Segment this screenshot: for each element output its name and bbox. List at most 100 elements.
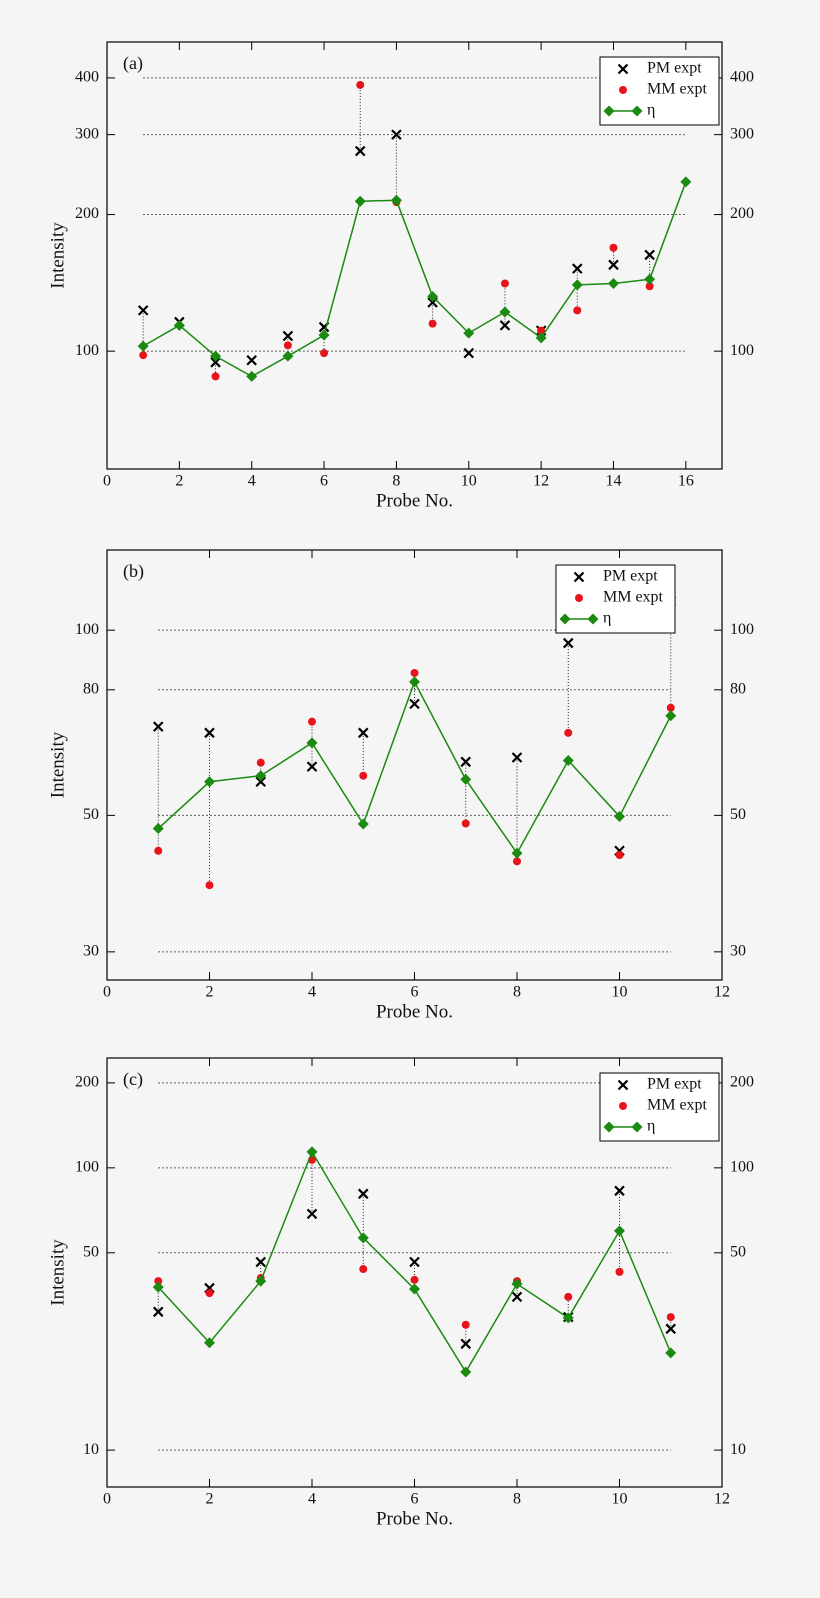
eta-marker — [152, 823, 164, 835]
x-tick-label: 2 — [206, 984, 214, 1001]
eta-marker — [210, 350, 222, 362]
legend-label: PM expt — [647, 1076, 702, 1093]
y-tick-label: 200 — [75, 205, 99, 222]
y-axis-label: Intensity — [47, 222, 68, 289]
mm-marker — [308, 717, 316, 726]
x-tick-label: 14 — [605, 473, 621, 490]
eta-marker — [246, 370, 258, 382]
eta-marker — [571, 279, 583, 291]
eta-marker — [204, 776, 215, 788]
eta-marker — [409, 676, 420, 688]
legend-label: η — [647, 1118, 655, 1135]
pm-marker — [137, 305, 149, 316]
pm-marker — [562, 637, 574, 649]
x-tick-label: 8 — [392, 473, 400, 490]
x-tick-label: 2 — [206, 1491, 214, 1508]
mm-marker — [320, 349, 329, 358]
series-line — [142, 181, 687, 378]
pm-marker — [409, 1256, 420, 1268]
x-tick-label: 10 — [612, 1491, 628, 1508]
eta-marker — [511, 847, 523, 859]
mm-marker — [356, 80, 365, 89]
mm-marker — [666, 703, 675, 712]
legend-marker — [603, 105, 615, 117]
pm-marker — [306, 761, 318, 772]
x-tick-label: 4 — [308, 984, 316, 1001]
mm-marker — [283, 341, 292, 350]
y-tick-label-right: 300 — [730, 125, 754, 142]
pm-marker — [391, 129, 402, 140]
x-tick-label: 10 — [461, 473, 477, 490]
legend-label: MM expt — [647, 1097, 708, 1114]
pm-marker — [644, 249, 655, 261]
eta-marker — [152, 1281, 164, 1293]
eta-marker — [354, 195, 366, 207]
pm-marker — [608, 259, 619, 271]
eta-marker — [614, 810, 625, 822]
x-tick-label: 8 — [513, 984, 521, 1001]
pm-marker — [572, 263, 583, 274]
mm-marker — [564, 1292, 573, 1301]
eta-marker — [282, 350, 294, 362]
eta-marker — [173, 319, 185, 331]
legend-box — [599, 1072, 720, 1142]
legend-label: PM expt — [647, 60, 702, 77]
y-tick-label-right: 100 — [730, 342, 754, 359]
y-tick-label: 50 — [83, 806, 99, 823]
mm-marker — [461, 819, 470, 828]
pm-marker — [460, 1338, 472, 1350]
x-tick-label: 0 — [103, 1491, 111, 1508]
y-tick-label: 10 — [83, 1441, 99, 1458]
y-tick-label: 100 — [75, 1159, 99, 1176]
y-tick-label-right: 50 — [730, 806, 746, 823]
eta-marker — [614, 1225, 625, 1237]
pm-marker — [357, 1188, 369, 1200]
pm-marker — [463, 347, 475, 359]
x-tick-label: 0 — [103, 473, 111, 490]
pm-marker — [460, 756, 472, 768]
y-tick-label-right: 200 — [730, 1074, 754, 1091]
x-tick-label: 6 — [320, 473, 328, 490]
mm-marker — [564, 728, 573, 737]
eta-marker — [680, 176, 692, 188]
pm-marker — [409, 698, 420, 710]
legend-label: MM expt — [603, 589, 664, 606]
mm-marker — [205, 1289, 214, 1298]
eta-marker — [562, 1312, 574, 1324]
legend-marker — [631, 105, 643, 117]
legend-marker — [575, 594, 583, 602]
x-tick-label: 12 — [714, 1491, 730, 1508]
eta-marker — [137, 340, 149, 352]
mm-marker — [154, 1277, 163, 1286]
y-tick-label: 100 — [75, 621, 99, 638]
panel-label: (b) — [123, 561, 144, 582]
eta-marker — [460, 1366, 472, 1378]
y-tick-label: 400 — [75, 69, 99, 86]
mm-marker — [428, 319, 437, 328]
eta-marker — [665, 1347, 677, 1359]
mm-marker — [211, 372, 220, 381]
x-tick-label: 0 — [103, 984, 111, 1001]
plot-frame — [106, 41, 723, 470]
legend-marker — [559, 613, 571, 625]
pm-marker — [499, 320, 511, 331]
pm-marker — [152, 1306, 164, 1318]
pm-marker — [152, 721, 164, 732]
y-tick-label: 80 — [83, 680, 99, 697]
y-tick-label: 300 — [75, 125, 99, 142]
pm-marker — [306, 1208, 318, 1220]
x-axis-label: Probe No. — [376, 1001, 453, 1022]
mm-marker — [537, 326, 546, 335]
mm-marker — [513, 857, 521, 866]
pm-marker — [614, 1185, 625, 1197]
mm-marker — [359, 1265, 368, 1274]
eta-marker — [306, 1146, 318, 1158]
eta-marker — [427, 290, 439, 302]
mm-marker — [609, 243, 618, 252]
y-tick-label: 200 — [75, 1074, 99, 1091]
mm-marker — [359, 771, 368, 780]
pm-marker — [665, 1323, 677, 1335]
eta-marker — [562, 754, 574, 766]
pm-marker — [282, 330, 294, 342]
mm-marker — [645, 282, 654, 291]
